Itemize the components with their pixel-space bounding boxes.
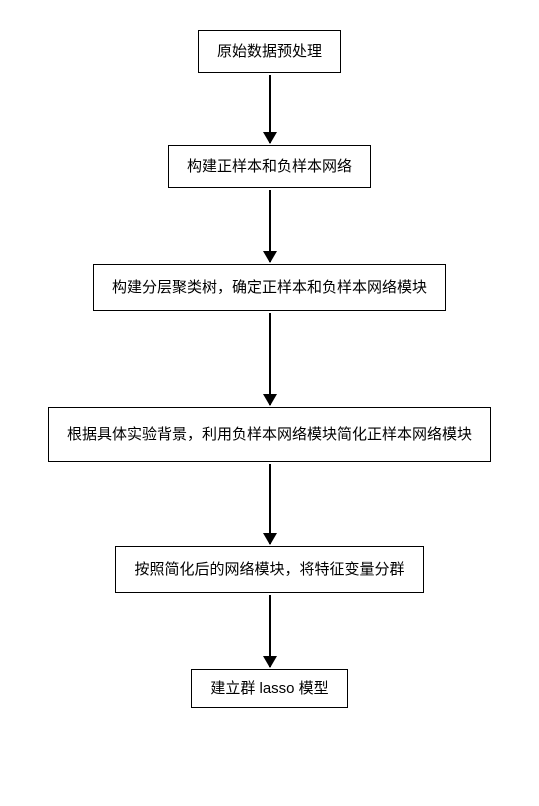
flow-node-2: 构建正样本和负样本网络 xyxy=(168,145,371,188)
flow-arrow-4 xyxy=(269,464,271,544)
flow-node-4: 根据具体实验背景，利用负样本网络模块简化正样本网络模块 xyxy=(48,407,491,462)
flow-node-6: 建立群 lasso 模型 xyxy=(191,669,347,708)
flow-arrow-3 xyxy=(269,313,271,405)
flow-arrow-5 xyxy=(269,595,271,667)
flow-node-5: 按照简化后的网络模块，将特征变量分群 xyxy=(115,546,423,593)
flow-arrow-2 xyxy=(269,190,271,262)
flow-node-3: 构建分层聚类树，确定正样本和负样本网络模块 xyxy=(93,264,446,311)
flowchart-container: 原始数据预处理 构建正样本和负样本网络 构建分层聚类树，确定正样本和负样本网络模… xyxy=(0,0,539,708)
flow-node-1: 原始数据预处理 xyxy=(198,30,341,73)
flow-arrow-1 xyxy=(269,75,271,143)
